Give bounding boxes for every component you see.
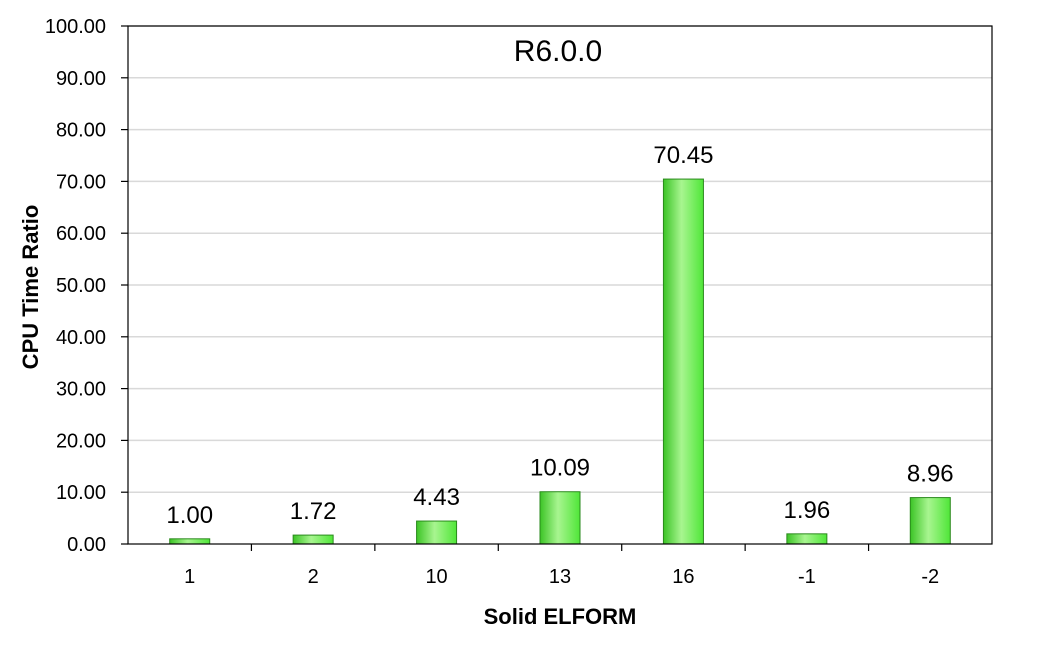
x-tick-label: 13 bbox=[549, 566, 571, 588]
x-tick-label: 16 bbox=[672, 566, 694, 588]
axes bbox=[121, 25, 993, 551]
bar bbox=[169, 538, 211, 545]
x-tick-label: 2 bbox=[308, 566, 319, 588]
gridlines bbox=[128, 25, 992, 493]
bar bbox=[662, 178, 704, 545]
data-label: 10.09 bbox=[530, 455, 590, 482]
y-axis-title: CPU Time Ratio bbox=[18, 205, 43, 370]
data-label: 70.45 bbox=[653, 142, 713, 169]
y-tick-label: 100.00 bbox=[45, 16, 106, 38]
y-tick-label: 60.00 bbox=[56, 223, 106, 245]
y-tick-label: 20.00 bbox=[56, 430, 106, 452]
x-tick-label: 1 bbox=[184, 566, 195, 588]
data-label: 1.72 bbox=[290, 498, 337, 525]
x-axis-title: Solid ELFORM bbox=[484, 604, 637, 629]
bar bbox=[292, 534, 334, 545]
data-label: 4.43 bbox=[413, 484, 460, 511]
labels: 0.00 10.00 20.00 30.00 40.00 50.00 60.00 70.00 8… bbox=[45, 16, 954, 588]
bar bbox=[416, 520, 458, 545]
y-tick-label: 10.00 bbox=[56, 482, 106, 504]
y-tick-label: 50.00 bbox=[56, 275, 106, 297]
plot-border bbox=[127, 25, 993, 545]
bar bbox=[539, 491, 581, 545]
y-tick-label: 0.00 bbox=[67, 534, 106, 556]
bar bbox=[909, 497, 951, 545]
y-tick-label: 90.00 bbox=[56, 68, 106, 90]
y-tick-label: 40.00 bbox=[56, 327, 106, 349]
y-tick-label: 80.00 bbox=[56, 120, 106, 142]
data-label: 1.00 bbox=[166, 502, 213, 529]
x-tick-label: 10 bbox=[425, 566, 447, 588]
data-label: 1.96 bbox=[783, 497, 830, 524]
y-tick-label: 70.00 bbox=[56, 171, 106, 193]
bar bbox=[786, 533, 828, 545]
data-label: 8.96 bbox=[907, 461, 954, 488]
bars bbox=[169, 178, 951, 545]
chart-title: R6.0.0 bbox=[514, 35, 602, 68]
y-tick-label: 30.00 bbox=[56, 379, 106, 401]
x-tick-label: -2 bbox=[921, 566, 939, 588]
x-tick-label: -1 bbox=[798, 566, 816, 588]
